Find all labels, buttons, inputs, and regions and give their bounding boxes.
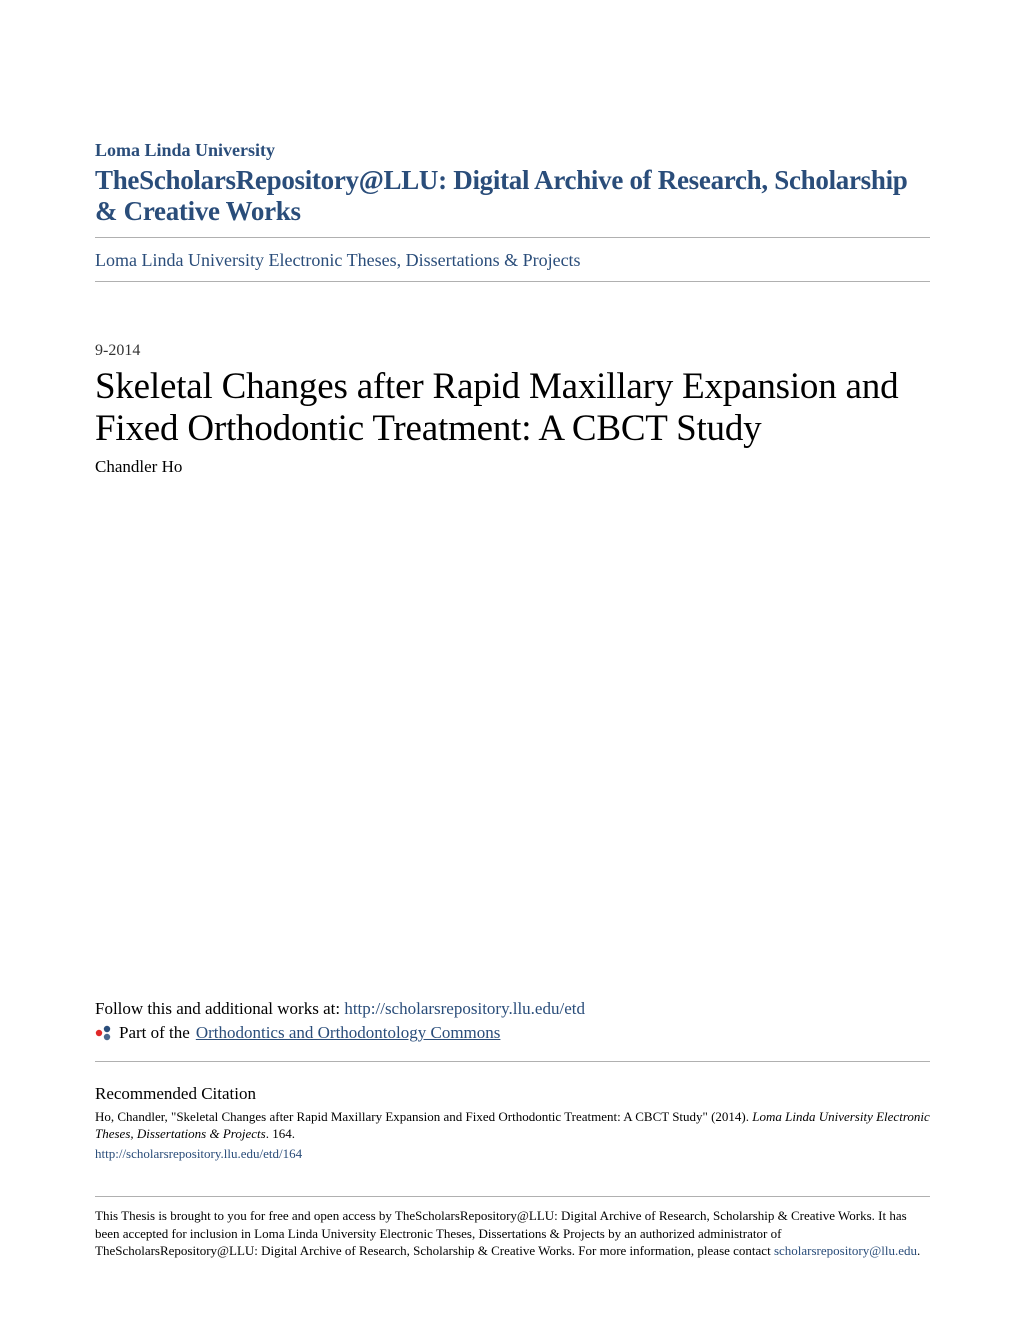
citation-text-before: Ho, Chandler, "Skeletal Changes after Ra… <box>95 1109 752 1124</box>
footer-note: This Thesis is brought to you for free a… <box>95 1207 930 1260</box>
footer-divider <box>95 1196 930 1197</box>
recommended-citation-heading: Recommended Citation <box>95 1084 930 1104</box>
divider <box>95 237 930 238</box>
partof-line: Part of the Orthodontics and Orthodontol… <box>95 1023 930 1043</box>
follow-prefix: Follow this and additional works at: <box>95 999 344 1018</box>
footer-text-after: . <box>917 1243 920 1258</box>
citation-url-link[interactable]: http://scholarsrepository.llu.edu/etd/16… <box>95 1145 930 1163</box>
network-icon <box>95 1024 113 1042</box>
university-link[interactable]: Loma Linda University <box>95 140 930 161</box>
citation-text-after: . 164. <box>266 1126 295 1141</box>
repository-title-link[interactable]: TheScholarsRepository@LLU: Digital Archi… <box>95 165 930 227</box>
cover-page: Loma Linda University TheScholarsReposit… <box>0 0 1020 1320</box>
publication-date: 9-2014 <box>95 342 930 360</box>
follow-url-link[interactable]: http://scholarsrepository.llu.edu/etd <box>344 999 585 1018</box>
follow-line: Follow this and additional works at: htt… <box>95 999 930 1019</box>
contact-email-link[interactable]: scholarsrepository@llu.edu <box>774 1243 917 1258</box>
partof-commons-link[interactable]: Orthodontics and Orthodontology Commons <box>196 1023 501 1043</box>
divider <box>95 281 930 282</box>
citation-block: Ho, Chandler, "Skeletal Changes after Ra… <box>95 1108 930 1163</box>
spacer <box>95 477 930 999</box>
author-name: Chandler Ho <box>95 457 930 477</box>
collection-link[interactable]: Loma Linda University Electronic Theses,… <box>95 250 930 271</box>
header-block: Loma Linda University TheScholarsReposit… <box>95 140 930 227</box>
paper-title: Skeletal Changes after Rapid Maxillary E… <box>95 366 930 449</box>
partof-prefix: Part of the <box>119 1023 190 1043</box>
divider <box>95 1061 930 1062</box>
